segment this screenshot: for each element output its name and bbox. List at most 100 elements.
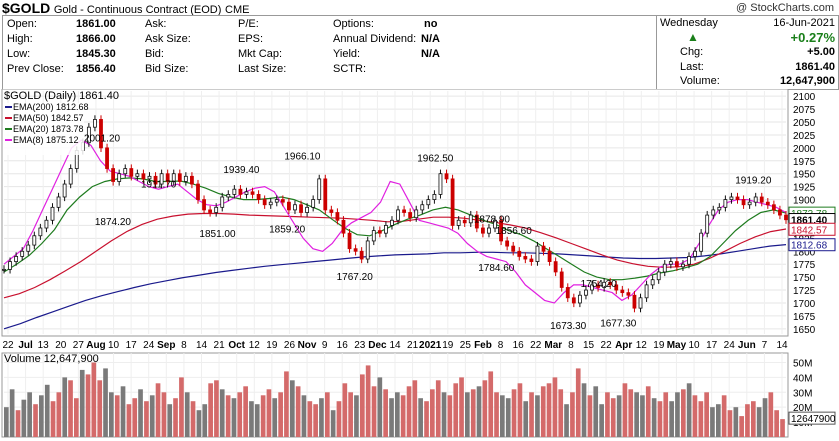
- price-candle: [111, 168, 116, 182]
- price-candle: [674, 261, 679, 268]
- x-tick-label: 21: [214, 340, 226, 351]
- volume-bar: [564, 404, 569, 437]
- price-candle: [390, 219, 394, 226]
- price-candle: [468, 214, 473, 224]
- volume-bar: [441, 392, 447, 437]
- x-tick-label: 14: [389, 340, 401, 351]
- y-tick-label: 2075: [793, 105, 816, 116]
- price-candle: [681, 263, 685, 268]
- x-tick-label: 22: [601, 340, 613, 351]
- volume-bar: [266, 389, 272, 437]
- volume-bar: [149, 395, 155, 437]
- price-candle: [735, 196, 740, 200]
- volume-bar: [365, 365, 371, 437]
- price-candle: [487, 227, 491, 234]
- price-annotation: 1754.20: [581, 279, 618, 290]
- volume-bar: [231, 398, 237, 437]
- prev-close-label: Prev Close:: [7, 63, 64, 75]
- price-candle: [626, 292, 631, 296]
- price-annotation: 2001.20: [84, 133, 121, 144]
- price-candle: [408, 212, 413, 219]
- price-candle: [311, 199, 316, 208]
- price-candle: [93, 119, 97, 128]
- volume-bar: [459, 377, 464, 437]
- price-candle: [414, 209, 419, 219]
- volume-bar: [190, 401, 196, 437]
- volume-tick-label: 50M: [793, 358, 812, 369]
- price-candle: [287, 201, 291, 211]
- price-candle: [396, 209, 400, 221]
- price-candle: [596, 284, 600, 288]
- price-candle: [220, 196, 225, 208]
- volume-bar: [634, 392, 639, 437]
- price-annotation: 1939.40: [223, 165, 260, 176]
- price-annotation: 1919.20: [735, 176, 772, 187]
- x-tick-label: Dec: [368, 340, 387, 351]
- volume-bar: [74, 398, 79, 437]
- price-candle: [38, 227, 43, 237]
- price-candle: [147, 175, 152, 180]
- price-candle: [68, 168, 73, 185]
- price-candle: [693, 250, 697, 257]
- price-annotation: 1673.30: [550, 321, 587, 332]
- price-candle: [196, 183, 200, 200]
- x-tick-label: 15: [583, 340, 595, 351]
- price-candle: [529, 258, 534, 263]
- volume-bar: [546, 383, 552, 437]
- volume-bar: [756, 407, 762, 437]
- price-candle: [177, 173, 182, 182]
- price-candle: [226, 194, 231, 198]
- price-candle: [456, 219, 461, 226]
- price-candle: [717, 206, 722, 211]
- volume-bar: [511, 389, 517, 437]
- volume-tick-label: 20M: [793, 403, 812, 414]
- price-candle: [244, 191, 249, 195]
- x-tick-label: 8: [568, 340, 574, 351]
- volume-bar: [85, 374, 91, 437]
- volume-bar: [214, 380, 219, 437]
- price-candle: [274, 199, 279, 203]
- price-candle: [759, 196, 764, 203]
- price-candle: [329, 209, 334, 213]
- volume-bar: [675, 392, 680, 437]
- price-candle: [214, 206, 219, 213]
- price-candle: [499, 219, 503, 242]
- volume-bar: [710, 407, 715, 437]
- volume-bar: [593, 386, 599, 437]
- x-tick-label: 10: [108, 340, 120, 351]
- price-candle: [632, 294, 637, 309]
- volume-bar: [622, 383, 628, 437]
- volume-bar: [155, 383, 161, 437]
- price-candle: [559, 271, 564, 288]
- x-tick-label: 19: [266, 340, 278, 351]
- x-tick-label: 10: [688, 340, 700, 351]
- price-candle: [511, 245, 516, 252]
- watermark: @ StockCharts.com: [736, 2, 834, 14]
- volume-bar: [535, 395, 540, 437]
- volume-bar: [336, 401, 342, 437]
- y-tick-label: 2050: [793, 118, 816, 129]
- x-tick-label: 26: [284, 340, 296, 351]
- price-candle: [493, 219, 497, 229]
- price-candle: [474, 214, 479, 229]
- volume-bar: [44, 384, 50, 437]
- y-tick-label: 1750: [793, 273, 816, 284]
- price-candle: [590, 284, 594, 291]
- volume-bar: [558, 389, 564, 437]
- volume-bar: [389, 398, 394, 437]
- y-tick-label: 2000: [793, 144, 816, 155]
- price-candle: [56, 196, 61, 208]
- ask-label: Ask:: [145, 18, 167, 30]
- price-candle: [359, 250, 364, 260]
- dividend-label: Annual Dividend:: [333, 33, 417, 45]
- price-candle: [293, 204, 297, 211]
- volume-bar: [698, 401, 704, 437]
- volume-bar: [91, 362, 97, 437]
- prev-close-value: 1856.40: [76, 63, 116, 75]
- volume-bar: [505, 398, 511, 437]
- volume-value: 12,647,900: [779, 75, 835, 87]
- price-candle: [614, 284, 619, 291]
- percent-change: +0.27%: [790, 30, 835, 45]
- volume-bar: [144, 401, 149, 437]
- volume-bar: [435, 380, 441, 437]
